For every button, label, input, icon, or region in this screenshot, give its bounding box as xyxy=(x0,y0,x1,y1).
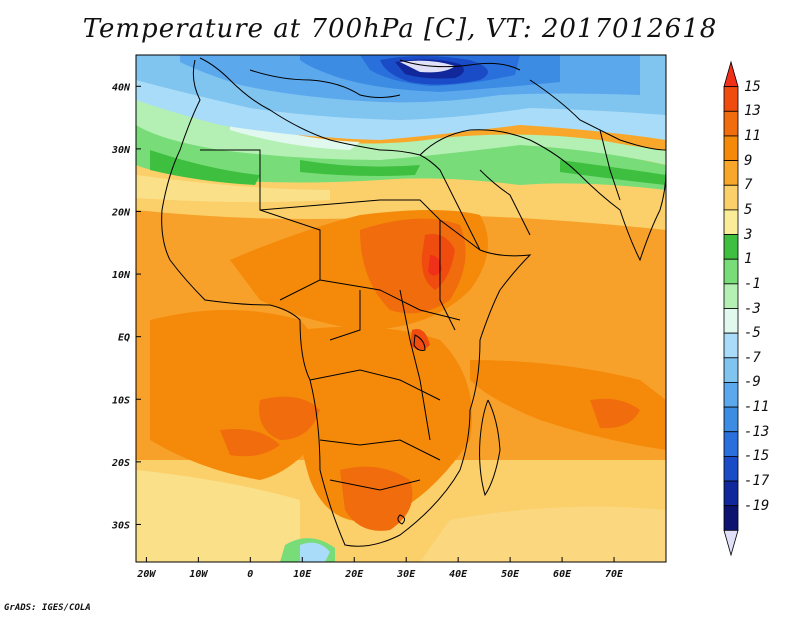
colorbar-swatch xyxy=(723,160,739,186)
colorbar-swatch xyxy=(723,209,739,235)
colorbar-level-label: 11 xyxy=(744,127,761,144)
colorbar-swatch xyxy=(723,283,739,309)
x-tick-label: 10W xyxy=(189,569,208,580)
y-tick-label: 20N xyxy=(111,207,131,218)
colorbar-swatch xyxy=(723,234,739,260)
credit-text: GrADS: IGES/COLA xyxy=(4,603,91,613)
colorbar-swatch xyxy=(723,382,739,408)
colorbar-level-label: 15 xyxy=(744,78,761,95)
x-tick-label: 20E xyxy=(344,569,364,580)
y-tick-label: EQ xyxy=(118,333,130,344)
colorbar-swatch xyxy=(723,455,739,482)
plot-frame xyxy=(135,54,667,563)
colorbar-swatch xyxy=(723,357,739,383)
colorbar-level-label: 9 xyxy=(744,152,753,169)
colorbar-swatch xyxy=(723,86,739,112)
x-tick-label: 0 xyxy=(247,569,253,580)
colorbar-level-label: -19 xyxy=(744,497,770,514)
coastlines xyxy=(161,57,666,547)
x-tick-label: 20W xyxy=(136,569,156,580)
colorbar-level-label: -3 xyxy=(744,300,761,317)
colorbar xyxy=(723,60,739,557)
colorbar-level-label: 3 xyxy=(744,226,753,243)
colorbar-swatch xyxy=(723,135,739,161)
colorbar-level-label: -13 xyxy=(744,423,770,440)
x-tick-label: 70E xyxy=(605,569,624,580)
x-tick-label: 30E xyxy=(396,569,416,580)
x-tick-label: 40E xyxy=(449,569,468,580)
colorbar-level-label: 7 xyxy=(744,177,753,194)
colorbar-level-label: 13 xyxy=(744,103,761,120)
colorbar-swatch xyxy=(723,332,739,359)
x-tick-label: 10E xyxy=(293,569,312,580)
map-title: Temperature at 700hPa [C], VT: 201701261… xyxy=(82,14,718,44)
colorbar-level-label: -15 xyxy=(744,448,770,465)
colorbar-swatch xyxy=(723,308,739,334)
colorbar-level-label: 5 xyxy=(744,201,753,218)
colorbar-bottom-arrow xyxy=(723,529,739,557)
y-tick-label: 20S xyxy=(111,458,130,469)
x-tick-label: 60E xyxy=(553,569,572,580)
colorbar-level-label: -11 xyxy=(744,399,770,416)
colorbar-level-label: 1 xyxy=(744,251,753,268)
colorbar-swatch xyxy=(723,184,739,211)
y-axis: 40N 30N 20N 10N EQ 10S 20S 30S xyxy=(111,82,141,531)
colorbar-level-label: -1 xyxy=(744,275,761,292)
colorbar-swatch xyxy=(723,406,739,433)
colorbar-swatch xyxy=(723,258,739,285)
colorbar-top-arrow xyxy=(723,60,739,88)
colorbar-swatch xyxy=(723,505,739,531)
temperature-field xyxy=(136,55,666,562)
y-tick-label: 30N xyxy=(111,145,131,156)
y-tick-label: 10S xyxy=(112,395,130,406)
colorbar-level-label: -17 xyxy=(744,473,770,490)
x-tick-label: 50E xyxy=(501,569,520,580)
colorbar-level-label: -7 xyxy=(744,349,761,366)
y-tick-label: 10N xyxy=(112,270,131,281)
colorbar-level-label: -9 xyxy=(744,374,761,391)
colorbar-swatch xyxy=(723,110,739,137)
colorbar-level-label: -5 xyxy=(744,325,761,342)
colorbar-swatch xyxy=(723,431,739,457)
y-tick-label: 30S xyxy=(111,520,130,531)
y-tick-label: 40N xyxy=(112,82,131,93)
colorbar-swatch xyxy=(723,480,739,507)
x-axis: 20W 10W 0 10E 20E 30E 40E 50E 60E 70E xyxy=(136,557,624,580)
